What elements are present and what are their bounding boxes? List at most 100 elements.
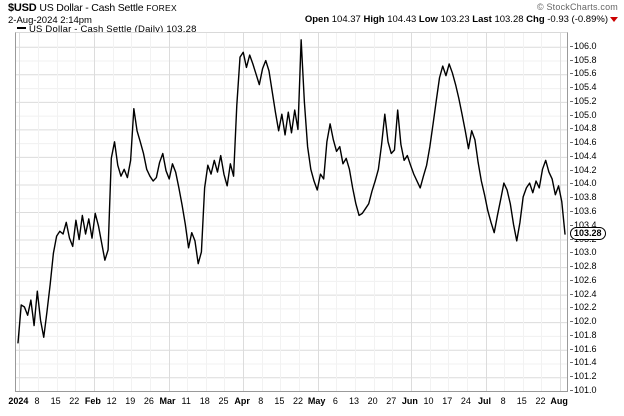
- x-axis-day-label: 20: [367, 396, 378, 406]
- y-axis-label: 101.8: [574, 329, 597, 340]
- open-label: Open: [304, 14, 330, 25]
- stockcharts-watermark: © StockCharts.com: [536, 2, 618, 12]
- y-axis-label: 102.0: [574, 316, 597, 327]
- symbol-exchange: FOREX: [146, 3, 177, 13]
- y-axis-tick: [570, 183, 573, 185]
- y-axis-tick: [570, 224, 573, 226]
- legend-series-label: US Dollar - Cash Settle (Daily) 103.28: [29, 24, 197, 35]
- y-axis-label: 104.4: [574, 150, 597, 161]
- horizontal-gridlines: [16, 46, 567, 379]
- y-axis-tick: [570, 169, 573, 171]
- y-axis-tick: [570, 376, 573, 378]
- current-price-badge: 103.28: [570, 227, 606, 241]
- price-chart-plot-area[interactable]: [15, 32, 568, 392]
- x-axis-day-label: 13: [348, 396, 359, 406]
- y-axis-tick: [570, 307, 573, 309]
- high-label: High: [363, 14, 385, 25]
- y-axis-tick: [570, 142, 573, 144]
- y-axis-tick: [570, 279, 573, 281]
- y-axis-label: 105.2: [574, 95, 597, 106]
- x-axis-month-label: 2024: [8, 396, 29, 406]
- y-axis-tick: [570, 128, 573, 130]
- y-axis-label: 104.8: [574, 123, 597, 134]
- x-axis-month-label: Jul: [477, 396, 492, 406]
- low-label: Low: [418, 14, 438, 25]
- low-value: 103.23: [440, 14, 470, 25]
- quote-bar: Open 104.37 High 104.43 Low 103.23 Last …: [305, 14, 618, 25]
- x-axis-day-label: 18: [199, 396, 210, 406]
- x-axis-day-label: 15: [50, 396, 61, 406]
- y-axis-label: 104.0: [574, 178, 597, 189]
- y-axis-tick: [570, 238, 573, 240]
- y-axis-label: 101.6: [574, 343, 597, 354]
- y-axis-tick: [570, 197, 573, 199]
- y-axis-tick: [570, 100, 573, 102]
- y-axis-tick: [570, 321, 573, 323]
- x-axis-day-label: 8: [34, 396, 40, 406]
- y-axis-label: 102.4: [574, 288, 597, 299]
- x-axis-day-label: 22: [293, 396, 304, 406]
- x-axis-day-label: 10: [423, 396, 434, 406]
- x-axis-day-label: 25: [218, 396, 229, 406]
- y-axis-label: 103.0: [574, 247, 597, 258]
- y-axis-label: 105.4: [574, 82, 597, 93]
- chart-legend: US Dollar - Cash Settle (Daily) 103.28: [17, 24, 197, 35]
- y-axis-label: 106.0: [574, 40, 597, 51]
- y-axis-tick: [570, 334, 573, 336]
- x-axis-day-label: 22: [535, 396, 546, 406]
- y-axis-label: 101.4: [574, 357, 597, 368]
- x-axis-month-label: Jun: [401, 396, 418, 406]
- x-axis-day-label: 8: [500, 396, 506, 406]
- y-axis-tick: [570, 87, 573, 89]
- y-axis-tick: [570, 266, 573, 268]
- chg-value: -0.93 (-0.89%): [547, 14, 608, 25]
- x-axis-day-label: 26: [143, 396, 154, 406]
- y-axis-label: 102.2: [574, 302, 597, 313]
- y-axis-label: 104.6: [574, 137, 597, 148]
- symbol-ticker: $USD: [8, 2, 37, 14]
- y-axis-tick: [570, 211, 573, 212]
- y-axis-label: 103.4: [574, 219, 597, 230]
- y-axis-label: 103.8: [574, 192, 597, 203]
- x-axis-day-label: 19: [125, 396, 136, 406]
- chg-label: Chg: [526, 14, 545, 25]
- y-axis-label: 105.0: [574, 109, 597, 120]
- y-axis-label: 101.2: [574, 371, 597, 382]
- y-axis-label: 102.8: [574, 261, 597, 272]
- y-axis-tick: [570, 59, 573, 61]
- x-axis-month-label: Aug: [550, 396, 568, 406]
- legend-swatch-icon: [17, 27, 26, 30]
- y-axis-label: 105.8: [574, 54, 597, 65]
- y-axis-tick: [570, 348, 573, 350]
- y-axis-tick: [570, 114, 573, 116]
- triangle-down-icon: [610, 16, 618, 22]
- y-axis-tick: [570, 252, 573, 254]
- x-axis-day-label: 22: [69, 396, 80, 406]
- x-axis-month-label: Feb: [84, 396, 101, 406]
- vertical-gridlines: [19, 33, 561, 391]
- y-axis-tick: [570, 390, 573, 391]
- y-axis-labels: 106.0 105.8 105.6 105.4 105.2 105.0 104.8 104.6…: [570, 32, 624, 395]
- y-axis-tick: [570, 73, 573, 75]
- high-value: 104.43: [387, 14, 417, 25]
- chart-symbol-header: $USD US Dollar - Cash Settle FOREX: [8, 2, 177, 14]
- y-axis-label: 102.6: [574, 274, 597, 285]
- y-axis-label: 101.0: [574, 385, 597, 395]
- open-value: 104.37: [331, 14, 361, 25]
- x-axis-day-label: 8: [258, 396, 264, 406]
- x-axis-month-label: Mar: [159, 396, 176, 406]
- last-value: 103.28: [494, 14, 524, 25]
- y-axis-tick: [570, 362, 573, 364]
- last-label: Last: [472, 14, 492, 25]
- x-axis-day-label: 15: [274, 396, 285, 406]
- price-line-series: [17, 39, 566, 344]
- x-axis-labels: 2024 8 15 22 Feb 12 19 26 Mar 11 18 25 Apr 8 15 22 May 6 1…: [0, 396, 624, 414]
- x-axis-day-label: 24: [460, 396, 471, 406]
- y-axis-tick: [570, 45, 573, 47]
- x-axis-day-label: 12: [106, 396, 117, 406]
- y-axis-tick: [570, 293, 573, 295]
- symbol-name: US Dollar - Cash Settle: [39, 2, 144, 14]
- y-axis-label: 104.2: [574, 164, 597, 175]
- price-chart-svg: [16, 33, 567, 391]
